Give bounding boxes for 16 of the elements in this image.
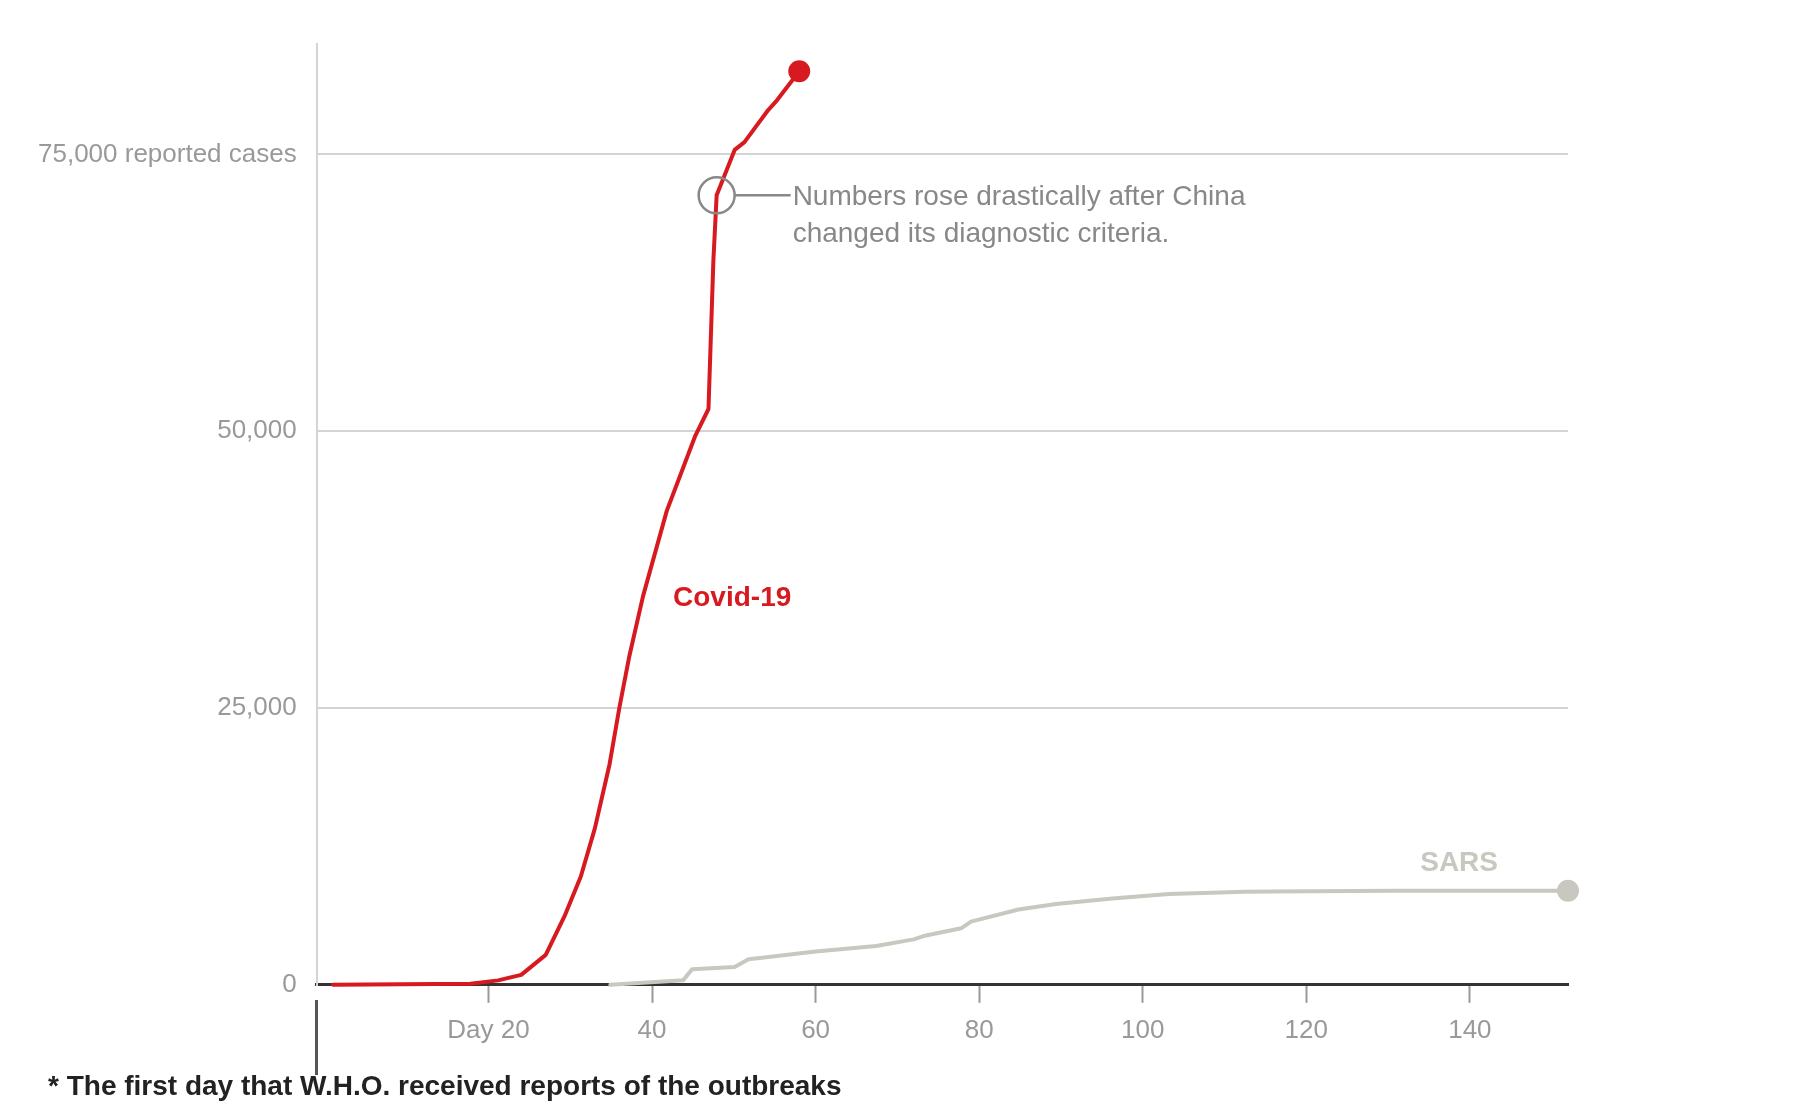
x-tick-label: 40: [637, 1013, 667, 1044]
x-tick-label: 120: [1284, 1013, 1328, 1044]
series-label: SARS: [1420, 845, 1498, 877]
series-label: Covid-19: [673, 581, 792, 613]
x-tick-label: 80: [964, 1013, 994, 1044]
point: [1557, 879, 1579, 902]
x-tick-label: 140: [1448, 1013, 1492, 1044]
x-tick-label: 60: [801, 1013, 831, 1044]
x-tick-label: Day 20: [447, 1013, 530, 1044]
annotation: Numbers rose drastically after China changed its diagnostic criteria.: [792, 180, 1246, 249]
y-tick-label: 25,000: [217, 691, 297, 722]
text: * The first day that W.H.O. received reports of the outbreaks: [48, 1070, 843, 1102]
y-tick-label: 50,000: [217, 414, 297, 445]
y-tick-label: 75,000 reported cases: [38, 137, 297, 168]
x-tick-label: 100: [1121, 1013, 1165, 1044]
y-tick-label: 0: [282, 967, 297, 998]
